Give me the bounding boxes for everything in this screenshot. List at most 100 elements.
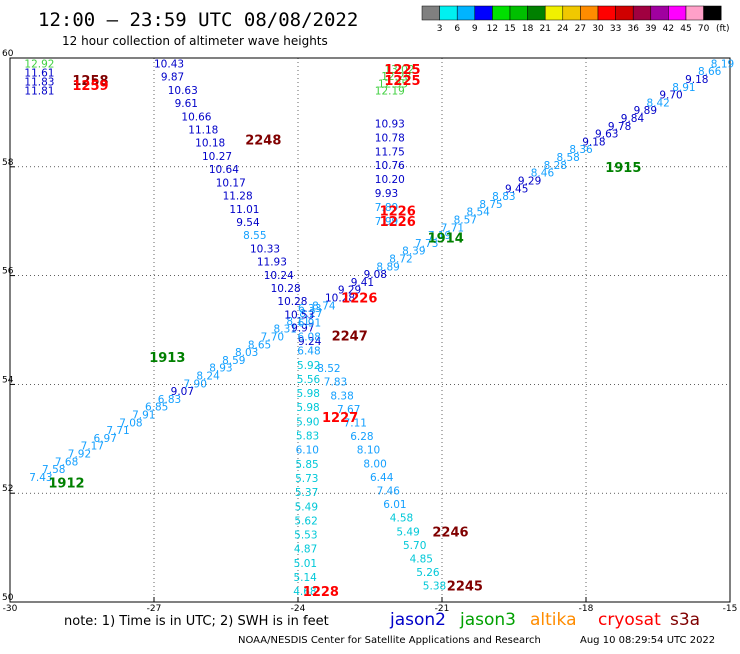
wave-height-label: 5.49	[396, 526, 419, 538]
wave-height-label: 7.68	[55, 456, 78, 468]
wave-height-label: 9.08	[364, 269, 387, 281]
wave-height-label: 8.28	[544, 160, 567, 172]
wave-height-label: 5.70	[403, 540, 426, 552]
wave-height-label: 12.19	[375, 86, 405, 98]
wave-height-label: 8.10	[357, 445, 380, 457]
wave-height-label: 6.91	[298, 317, 321, 329]
wave-height-label: 8.24	[196, 370, 220, 382]
wave-height-label: 9.29	[518, 175, 541, 187]
wave-height-label: 7.43	[29, 472, 52, 484]
colorbar-swatch	[439, 5, 458, 21]
wave-height-label: 7.71	[441, 222, 464, 234]
wave-height-label: 5.98	[297, 388, 320, 400]
pass-time-label: 1225	[384, 74, 420, 89]
colorbar-swatch	[421, 5, 440, 21]
wave-height-label: 7.90	[184, 378, 207, 390]
wave-height-label: 7.17	[81, 441, 104, 453]
wave-height-label: 11.83	[24, 77, 54, 89]
colorbar-label: 6	[454, 24, 460, 34]
colorbar-label: 15	[504, 24, 515, 34]
wave-height-label: 5.26	[416, 567, 440, 579]
wave-height-label: 8.46	[531, 168, 555, 180]
wave-height-label: 6.44	[370, 472, 394, 484]
footer-note: note: 1) Time is in UTC; 2) SWH is in fe…	[64, 614, 329, 629]
colorbar-label: 24	[557, 24, 569, 34]
wave-height-label: 8.11	[286, 316, 309, 328]
wave-height-label: 7.58	[42, 464, 65, 476]
wave-height-label: 8.52	[317, 363, 340, 375]
wave-height-label: 6.33	[298, 303, 321, 315]
wave-height-label: 8.54	[466, 207, 490, 219]
colorbar-label: 33	[610, 24, 621, 34]
wave-height-label: 9.07	[171, 386, 194, 398]
colorbar-swatch	[668, 5, 687, 21]
wave-height-label: 5.83	[296, 431, 319, 443]
wave-height-label: 7.99	[375, 216, 398, 228]
wave-height-label: 10.76	[375, 160, 405, 172]
wave-height-label: 10.63	[168, 85, 198, 97]
y-tick-label: 58	[2, 158, 14, 168]
wave-height-label: 5.85	[295, 459, 318, 471]
map-grid	[9, 57, 731, 603]
x-tick-label: -30	[3, 604, 18, 614]
wave-height-label: 9.93	[375, 188, 398, 200]
map-title: 12:00 – 23:59 UTC 08/08/2022	[38, 9, 358, 31]
wave-height-label: 6.48	[297, 346, 320, 358]
wave-height-label: 6.01	[383, 499, 406, 511]
wave-height-label: 5.62	[294, 515, 317, 527]
axis-ticks: -30 -27 -24 -21 -18 -15 60 58 56 54 52 50	[2, 49, 737, 614]
wave-height-label: 13.02	[384, 64, 414, 76]
colorbar-swatch	[474, 5, 493, 21]
wave-height-label: 8.31	[274, 324, 297, 336]
wave-height-label: 11.93	[257, 257, 287, 269]
wave-height-label: 9.41	[351, 277, 374, 289]
x-tick-label: -21	[435, 604, 450, 614]
colorbar-label: 21	[539, 24, 550, 34]
pass-time-label: 2246	[432, 525, 468, 540]
wave-height-label: 11.01	[229, 204, 259, 216]
wave-height-label: 11.28	[223, 191, 253, 203]
x-tick-label: -18	[579, 604, 594, 614]
y-tick-label: 50	[2, 593, 14, 603]
wave-height-label: 7.89	[375, 202, 398, 214]
wave-height-label: 5.90	[296, 416, 319, 428]
wave-height-label: 7.91	[132, 409, 155, 421]
colorbar-swatch	[632, 5, 652, 21]
x-tick-label: -27	[147, 604, 162, 614]
wave-height-label: 9.54	[236, 217, 260, 229]
wave-height-label: 6.08	[298, 332, 321, 344]
wave-height-label: 11.81	[24, 86, 54, 98]
x-tick-label: -24	[291, 604, 306, 614]
wave-height-label: 7.11	[344, 417, 367, 429]
wave-height-label: 9.84	[621, 113, 645, 125]
wave-height-label: 10.24	[264, 270, 294, 282]
wave-height-label: 10.93	[375, 118, 405, 130]
pass-time-label: 1915	[605, 161, 641, 176]
footer-timestamp: Aug 10 08:29:54 UTC 2022	[580, 635, 715, 646]
y-tick-label: 56	[2, 267, 14, 277]
pass-time-label: 1228	[303, 585, 339, 600]
wave-height-label: 9.18	[685, 74, 708, 86]
wave-height-label: 8.03	[235, 347, 258, 359]
pass-time-label: 1912	[48, 476, 84, 491]
colorbar-unit: (ft)	[716, 24, 730, 34]
wave-height-label: 10.28	[325, 292, 355, 304]
wave-height-label: 7.46	[377, 485, 401, 497]
wave-height-label: 6.10	[296, 445, 319, 457]
wave-height-label: 8.19	[711, 58, 734, 70]
wave-height-label: 9.89	[634, 105, 657, 117]
wave-height-label: 10.64	[209, 164, 239, 176]
colorbar-swatch	[597, 5, 616, 21]
colorbar-label: 3	[437, 24, 443, 34]
wave-height-label: 8.36	[569, 144, 593, 156]
legend-jason2: jason2	[389, 610, 446, 630]
y-tick-label: 60	[2, 49, 14, 59]
colorbar-label: 42	[663, 24, 674, 34]
pass-time-label: 1226	[341, 291, 377, 306]
wave-height-label: 12.92	[24, 58, 54, 70]
wave-height-label: 10.20	[375, 174, 405, 186]
wave-height-label: 6.83	[158, 394, 181, 406]
color-scale-bar: 3 6 9 12 15 18 21 24 27 30 33 36 39 42 45 70	[421, 5, 722, 34]
